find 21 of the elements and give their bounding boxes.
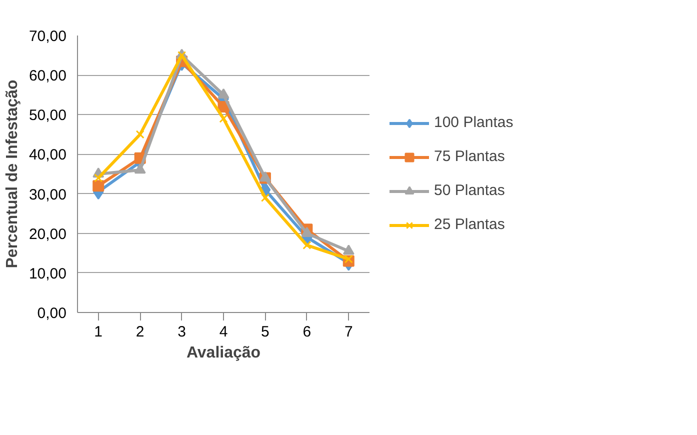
x-tick-label: 5 [261, 324, 270, 340]
x-tick-label: 7 [344, 324, 353, 340]
y-axis-title: Percentual de Infestação [4, 80, 21, 268]
x-tick-label: 3 [178, 324, 186, 340]
legend-label: 75 Plantas [434, 148, 505, 165]
y-tick-label: 40,00 [28, 146, 67, 164]
y-tick-label: 0,00 [37, 305, 67, 322]
y-tick-label: 10,00 [28, 265, 67, 282]
x-axis-title: Avaliação [186, 344, 261, 362]
legend-label: 25 Plantas [434, 216, 505, 233]
x-tick-label: 1 [94, 324, 103, 340]
x-tick-label: 6 [302, 324, 312, 340]
y-tick-label: 60,00 [28, 68, 67, 85]
legend-label: 100 Plantas [434, 114, 514, 131]
y-tick-label: 70,00 [28, 28, 67, 45]
y-tick-label: 20,00 [28, 226, 67, 243]
x-tick-label: 4 [219, 324, 228, 340]
y-tick-label: 30,00 [28, 186, 67, 204]
legend-label: 50 Plantas [434, 182, 505, 199]
x-tick-label: 2 [136, 324, 144, 340]
y-tick-label: 50,00 [28, 107, 67, 124]
